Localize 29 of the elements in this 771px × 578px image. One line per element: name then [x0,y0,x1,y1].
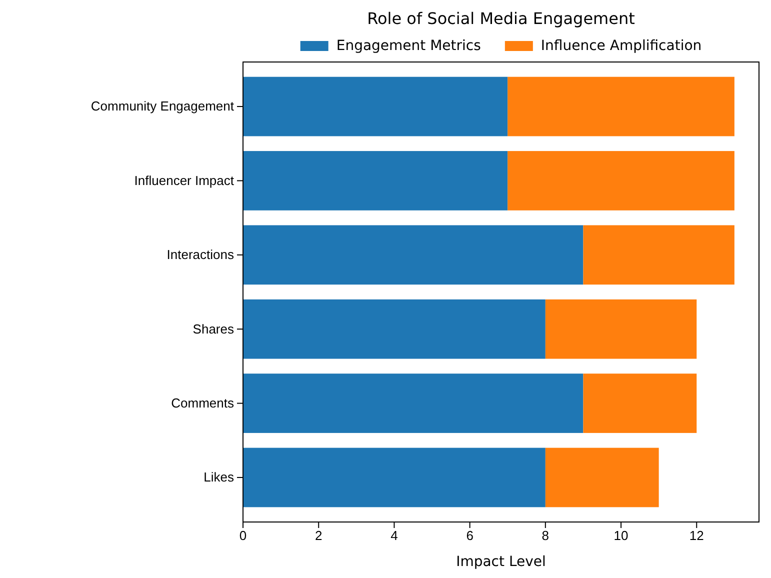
bar [545,299,697,359]
bar [508,151,734,210]
bar [508,76,734,136]
x-axis-title: Impact Level [456,554,546,570]
bar [243,225,584,285]
x-tick-label: 4 [390,528,398,544]
y-tick-label: Comments [171,395,234,410]
x-tick-label: 2 [314,528,322,544]
bar [545,448,659,508]
x-tick-label: 8 [542,528,550,544]
y-tick-label: Community Engagement [90,98,234,114]
y-tick-label: Shares [192,321,234,336]
bar [583,225,734,285]
x-tick-label: 10 [614,528,628,544]
bar [243,448,546,508]
x-tick-label: 6 [466,528,474,544]
bar [583,374,697,433]
bar [243,299,546,359]
legend-label: Engagement Metrics [336,38,481,54]
y-tick-label: Likes [204,470,234,485]
bar [243,151,508,210]
bar [243,76,508,136]
bar [243,374,584,433]
y-tick-label: Interactions [166,247,234,262]
legend-label: Influence Amplification [540,38,702,54]
y-tick-label: Influencer Impact [134,172,234,188]
x-tick-label: 0 [239,528,247,544]
x-tick-label: 12 [689,528,704,544]
chart-title: Role of Social Media Engagement [367,9,635,28]
